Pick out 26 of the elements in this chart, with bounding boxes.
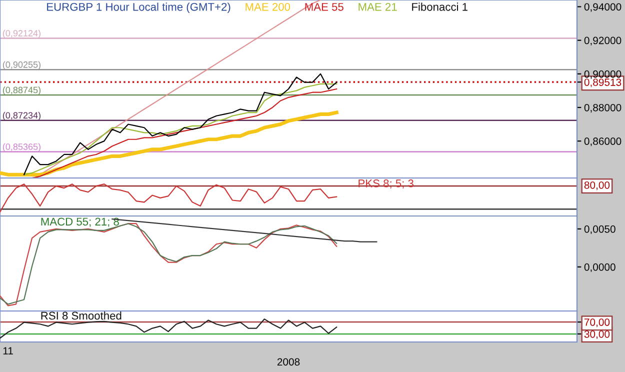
ref-line-label: (0,92124) <box>2 30 40 38</box>
y-tick-label: 0,0050 <box>584 225 616 234</box>
line-series <box>0 318 338 339</box>
text: MAE 21 <box>358 2 397 11</box>
text: 80,00 <box>584 181 610 190</box>
line-series <box>112 218 378 242</box>
line-series <box>0 110 338 176</box>
ref-line-label: (0,87234) <box>2 112 40 120</box>
chart-title: RSI 8 Smoothed <box>41 311 122 320</box>
annotation: Fibonacci 1 <box>412 2 468 11</box>
x-axis-title: 2008 <box>277 358 300 366</box>
text: MAE 200 <box>246 2 290 11</box>
x-tick-label: 11 <box>3 347 13 354</box>
text: MAE 55 <box>305 3 344 11</box>
y-tick-label: 0,94000 <box>584 3 622 12</box>
y-tick-label: 30,00 <box>584 330 610 340</box>
y-tick-label: 0,86000 <box>584 138 622 146</box>
y-tick-label: 0,92000 <box>584 36 622 46</box>
y-tick-label: 0,88000 <box>584 104 622 113</box>
ref-line-label: (0,90255) <box>2 61 40 70</box>
chart-title: EURGBP 1 Hour Local time (GMT+2) <box>47 2 230 14</box>
y-tick-label: 0,0000 <box>584 263 616 272</box>
y-tick-label: 70,00 <box>584 318 610 328</box>
y-tick-label: 0,89513 <box>584 78 622 88</box>
ref-line-label: (0,85365) <box>2 143 40 152</box>
ref-line-label: (0,88745) <box>2 86 40 95</box>
